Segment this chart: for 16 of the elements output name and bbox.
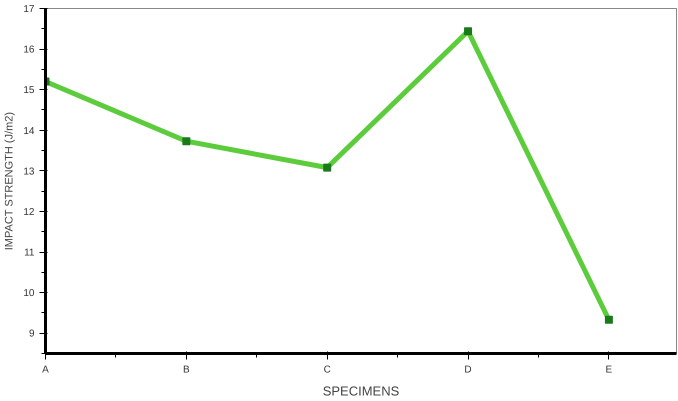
- x-tick-label: B: [183, 364, 190, 376]
- y-tick-label: 14: [23, 126, 35, 137]
- y-tick-label: 12: [23, 206, 35, 218]
- y-tick-label: 15: [23, 85, 35, 96]
- x-tick-label: C: [324, 364, 331, 376]
- y-tick-label: 16: [23, 44, 35, 56]
- y-axis-title: IMPACT STRENGTH (J/m2): [3, 112, 16, 250]
- y-tick-label: 9: [28, 328, 35, 340]
- y-tick-label: 13: [23, 166, 35, 178]
- x-tick-label: E: [606, 364, 613, 376]
- x-axis-title: SPECIMENS: [322, 384, 400, 398]
- y-tick-label: 10: [23, 288, 35, 300]
- y-tick-label: 17: [23, 4, 35, 15]
- y-tick-label: 11: [24, 248, 35, 259]
- x-tick-label: A: [42, 364, 50, 376]
- x-tick-label: D: [464, 364, 472, 376]
